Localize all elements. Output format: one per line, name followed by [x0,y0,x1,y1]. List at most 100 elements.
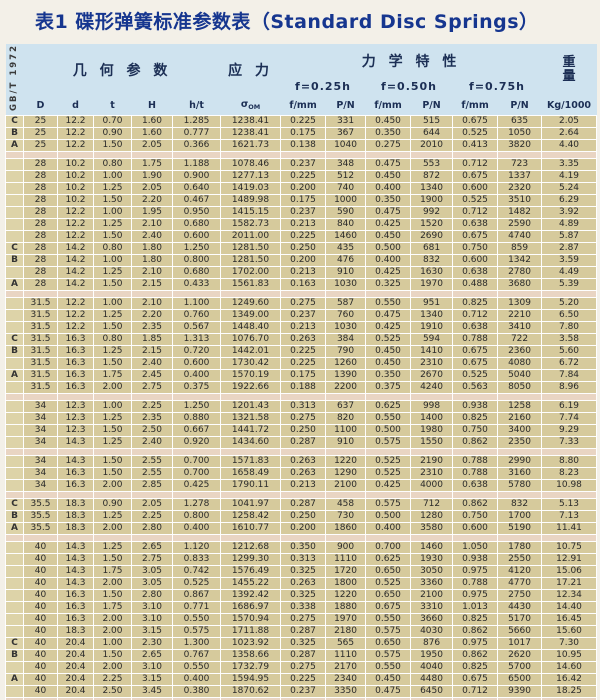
value-cell: 1900 [410,193,454,207]
value-cell: 1711.88 [220,624,282,638]
value-cell: 1.90 [131,169,173,183]
value-cell: 6.29 [541,193,597,207]
value-cell: 1017 [497,636,543,650]
value-cell: 12.2 [57,126,94,140]
value-cell: 0.550 [171,612,222,626]
value-cell: 1201.43 [220,399,282,413]
value-cell: 951 [410,296,454,310]
value-cell: 0.237 [280,684,327,698]
value-cell: 12.2 [57,114,94,128]
value-cell: 0.525 [452,368,499,382]
value-cell: 1434.60 [220,435,282,449]
column-header: P/N [325,95,366,116]
separator-cell [497,533,543,542]
series-letter-cell [5,540,24,554]
series-letter-cell [5,423,24,437]
value-cell: 5.87 [541,229,597,243]
value-cell: 4030 [410,624,454,638]
table-row: B 28 14.2 1.00 1.80 0.800 1281.50 0.200 476 0.400… [5,253,597,267]
value-cell: 0.862 [452,435,499,449]
value-cell: 2.64 [541,126,597,140]
value-cell: 40 [23,600,58,614]
value-cell: 1.50 [93,193,132,207]
separator-cell [5,490,24,499]
value-cell: 3680 [497,277,543,291]
value-cell: 0.825 [452,411,499,425]
value-cell: 0.263 [280,576,327,590]
value-cell: 18.3 [57,521,94,535]
value-cell: 0.313 [280,552,327,566]
separator-cell [220,447,282,456]
value-cell: 40 [23,576,58,590]
value-cell: 435 [325,241,367,255]
value-cell: 1455.22 [220,576,282,590]
value-cell: 2.00 [93,478,132,492]
separator-cell [171,392,222,401]
value-cell: 1460 [410,540,454,554]
value-cell: 3310 [410,600,454,614]
value-cell: 0.80 [93,241,132,255]
series-letter-cell: A [5,138,24,152]
value-cell: 2.40 [131,229,173,243]
separator-cell [280,533,327,542]
separator-cell [410,150,454,159]
value-cell: 12.34 [541,588,597,602]
value-cell: 2.80 [131,588,173,602]
value-cell: 25 [23,126,58,140]
value-cell: 28 [23,229,58,243]
column-header: D [23,95,58,116]
value-cell: 28 [23,277,58,291]
table-row: B 35.5 18.3 1.25 2.25 0.800 1258.42 0.250 730 0.5… [5,509,597,523]
table-row: 34 16.3 2.00 2.85 0.425 1790.11 0.213 2100 0.425… [5,478,597,492]
value-cell: 16.42 [541,672,597,686]
table-row: 34 12.3 1.25 2.35 0.880 1321.58 0.275 820 0.550 1… [5,411,597,425]
value-cell: 0.550 [365,411,412,425]
value-cell: 1220 [325,454,367,468]
value-cell: 16.3 [57,588,94,602]
value-cell: 3660 [410,612,454,626]
value-cell: 4040 [410,660,454,674]
value-cell: 0.237 [280,205,327,219]
separator-cell [57,392,94,401]
value-cell: 0.525 [365,454,412,468]
value-cell: 0.425 [365,265,412,279]
value-cell: 0.90 [93,126,132,140]
value-cell: 4480 [410,672,454,686]
value-cell: 1410 [410,344,454,358]
column-header: σOM [220,95,281,116]
separator-cell [365,392,412,401]
value-cell: 476 [325,253,367,267]
separator-cell [365,490,412,499]
value-cell: 0.550 [365,660,412,674]
weight-line2: 量 [562,68,576,84]
value-cell: 0.425 [365,320,412,334]
value-cell: 14.3 [57,552,94,566]
column-header: Kg/1000 [541,95,597,116]
separator-cell [5,289,24,298]
table-row: 34 12.3 1.00 2.25 1.250 1201.43 0.313 637 0.625 9… [5,399,597,413]
separator-cell [365,447,412,456]
value-cell: 0.867 [171,588,222,602]
value-cell: 832 [497,497,543,511]
separator-cell [497,150,543,159]
value-cell: 2.55 [131,454,173,468]
value-cell: 1.00 [93,169,132,183]
series-letter-cell [5,169,24,183]
value-cell: 2.65 [131,540,173,554]
series-letter-cell: A [5,521,24,535]
value-cell: 2.87 [541,241,597,255]
value-cell: 1730.42 [220,356,282,370]
value-cell: 0.200 [280,181,327,195]
value-cell: 0.638 [452,217,499,231]
value-cell: 14.3 [57,576,94,590]
value-cell: 2750 [497,588,543,602]
value-cell: 31.5 [23,296,58,310]
separator-cell [220,150,282,159]
value-cell: 1.25 [93,217,132,231]
separator-cell [541,696,597,700]
series-letter-cell [5,399,24,413]
table-row: C 25 12.2 0.70 1.60 1.285 1238.41 0.225 331 0.450… [5,114,597,128]
separator-cell [541,490,597,499]
value-cell: 0.525 [171,576,222,590]
value-cell: 0.525 [365,466,412,480]
